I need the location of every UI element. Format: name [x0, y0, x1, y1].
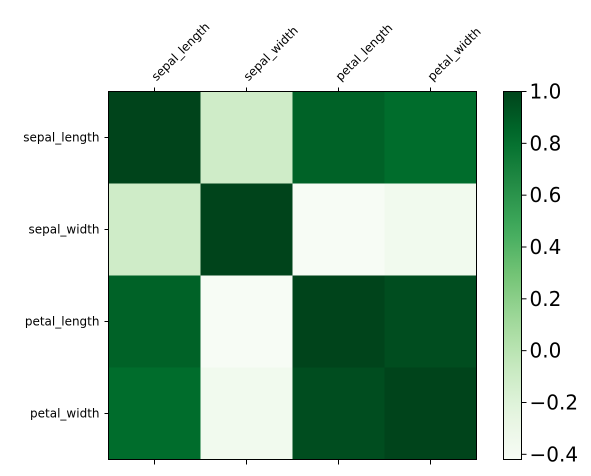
x-axis-bottom-ticks [154, 459, 431, 465]
y-tick-label: sepal_width [28, 223, 99, 237]
colorbar-tick-label: 0.0 [530, 339, 562, 363]
heatmap-cell [292, 91, 385, 184]
heatmap-cell [200, 183, 293, 276]
heatmap-cell [200, 367, 293, 460]
colorbar-tick-label: −0.4 [530, 442, 579, 466]
x-tick-label: sepal_width [241, 24, 301, 84]
colorbar-gradient [503, 91, 522, 460]
heatmap-cell [292, 367, 385, 460]
colorbar-tick-label: 0.8 [530, 131, 562, 155]
y-axis-ticks: sepal_length sepal_width petal_lengthpetal… [23, 131, 109, 421]
heatmap-cell [200, 275, 293, 368]
colorbar: 1.0 0.8 0.6 0.4 0.2 0.0 −0.2 −0.4 [503, 80, 579, 466]
x-tick-label: sepal_length [149, 20, 213, 84]
heatmap-cell [108, 275, 201, 368]
colorbar-tick-label: 0.2 [530, 287, 562, 311]
heatmap-cell [292, 275, 385, 368]
heatmap-cell [384, 183, 477, 276]
heatmap-cell [384, 91, 477, 184]
colorbar-tick-label: −0.2 [530, 390, 579, 414]
heatmap-cell [200, 91, 293, 184]
x-tick-label: petal_width [425, 25, 484, 84]
colorbar-tick-label: 1.0 [530, 80, 562, 104]
y-tick-label: petal_width [30, 407, 99, 421]
colorbar-tick-label: 0.6 [530, 183, 562, 207]
heatmap-cell [108, 183, 201, 276]
heatmap-cell [108, 367, 201, 460]
y-tick-label: sepal_length [23, 131, 99, 145]
heatmap-cell [384, 275, 477, 368]
heatmap-cell [292, 183, 385, 276]
x-tick-label: petal_length [333, 21, 396, 84]
y-tick-label: petal_length [25, 315, 100, 329]
heatmap-cell [384, 367, 477, 460]
colorbar-tick-label: 0.4 [530, 235, 562, 259]
x-axis-top-ticks: sepal_length sepal_width petal_length petal… [149, 20, 484, 92]
heatmap-cell [108, 91, 201, 184]
heatmap-cells [108, 91, 477, 460]
heatmap-frame [108, 91, 477, 460]
